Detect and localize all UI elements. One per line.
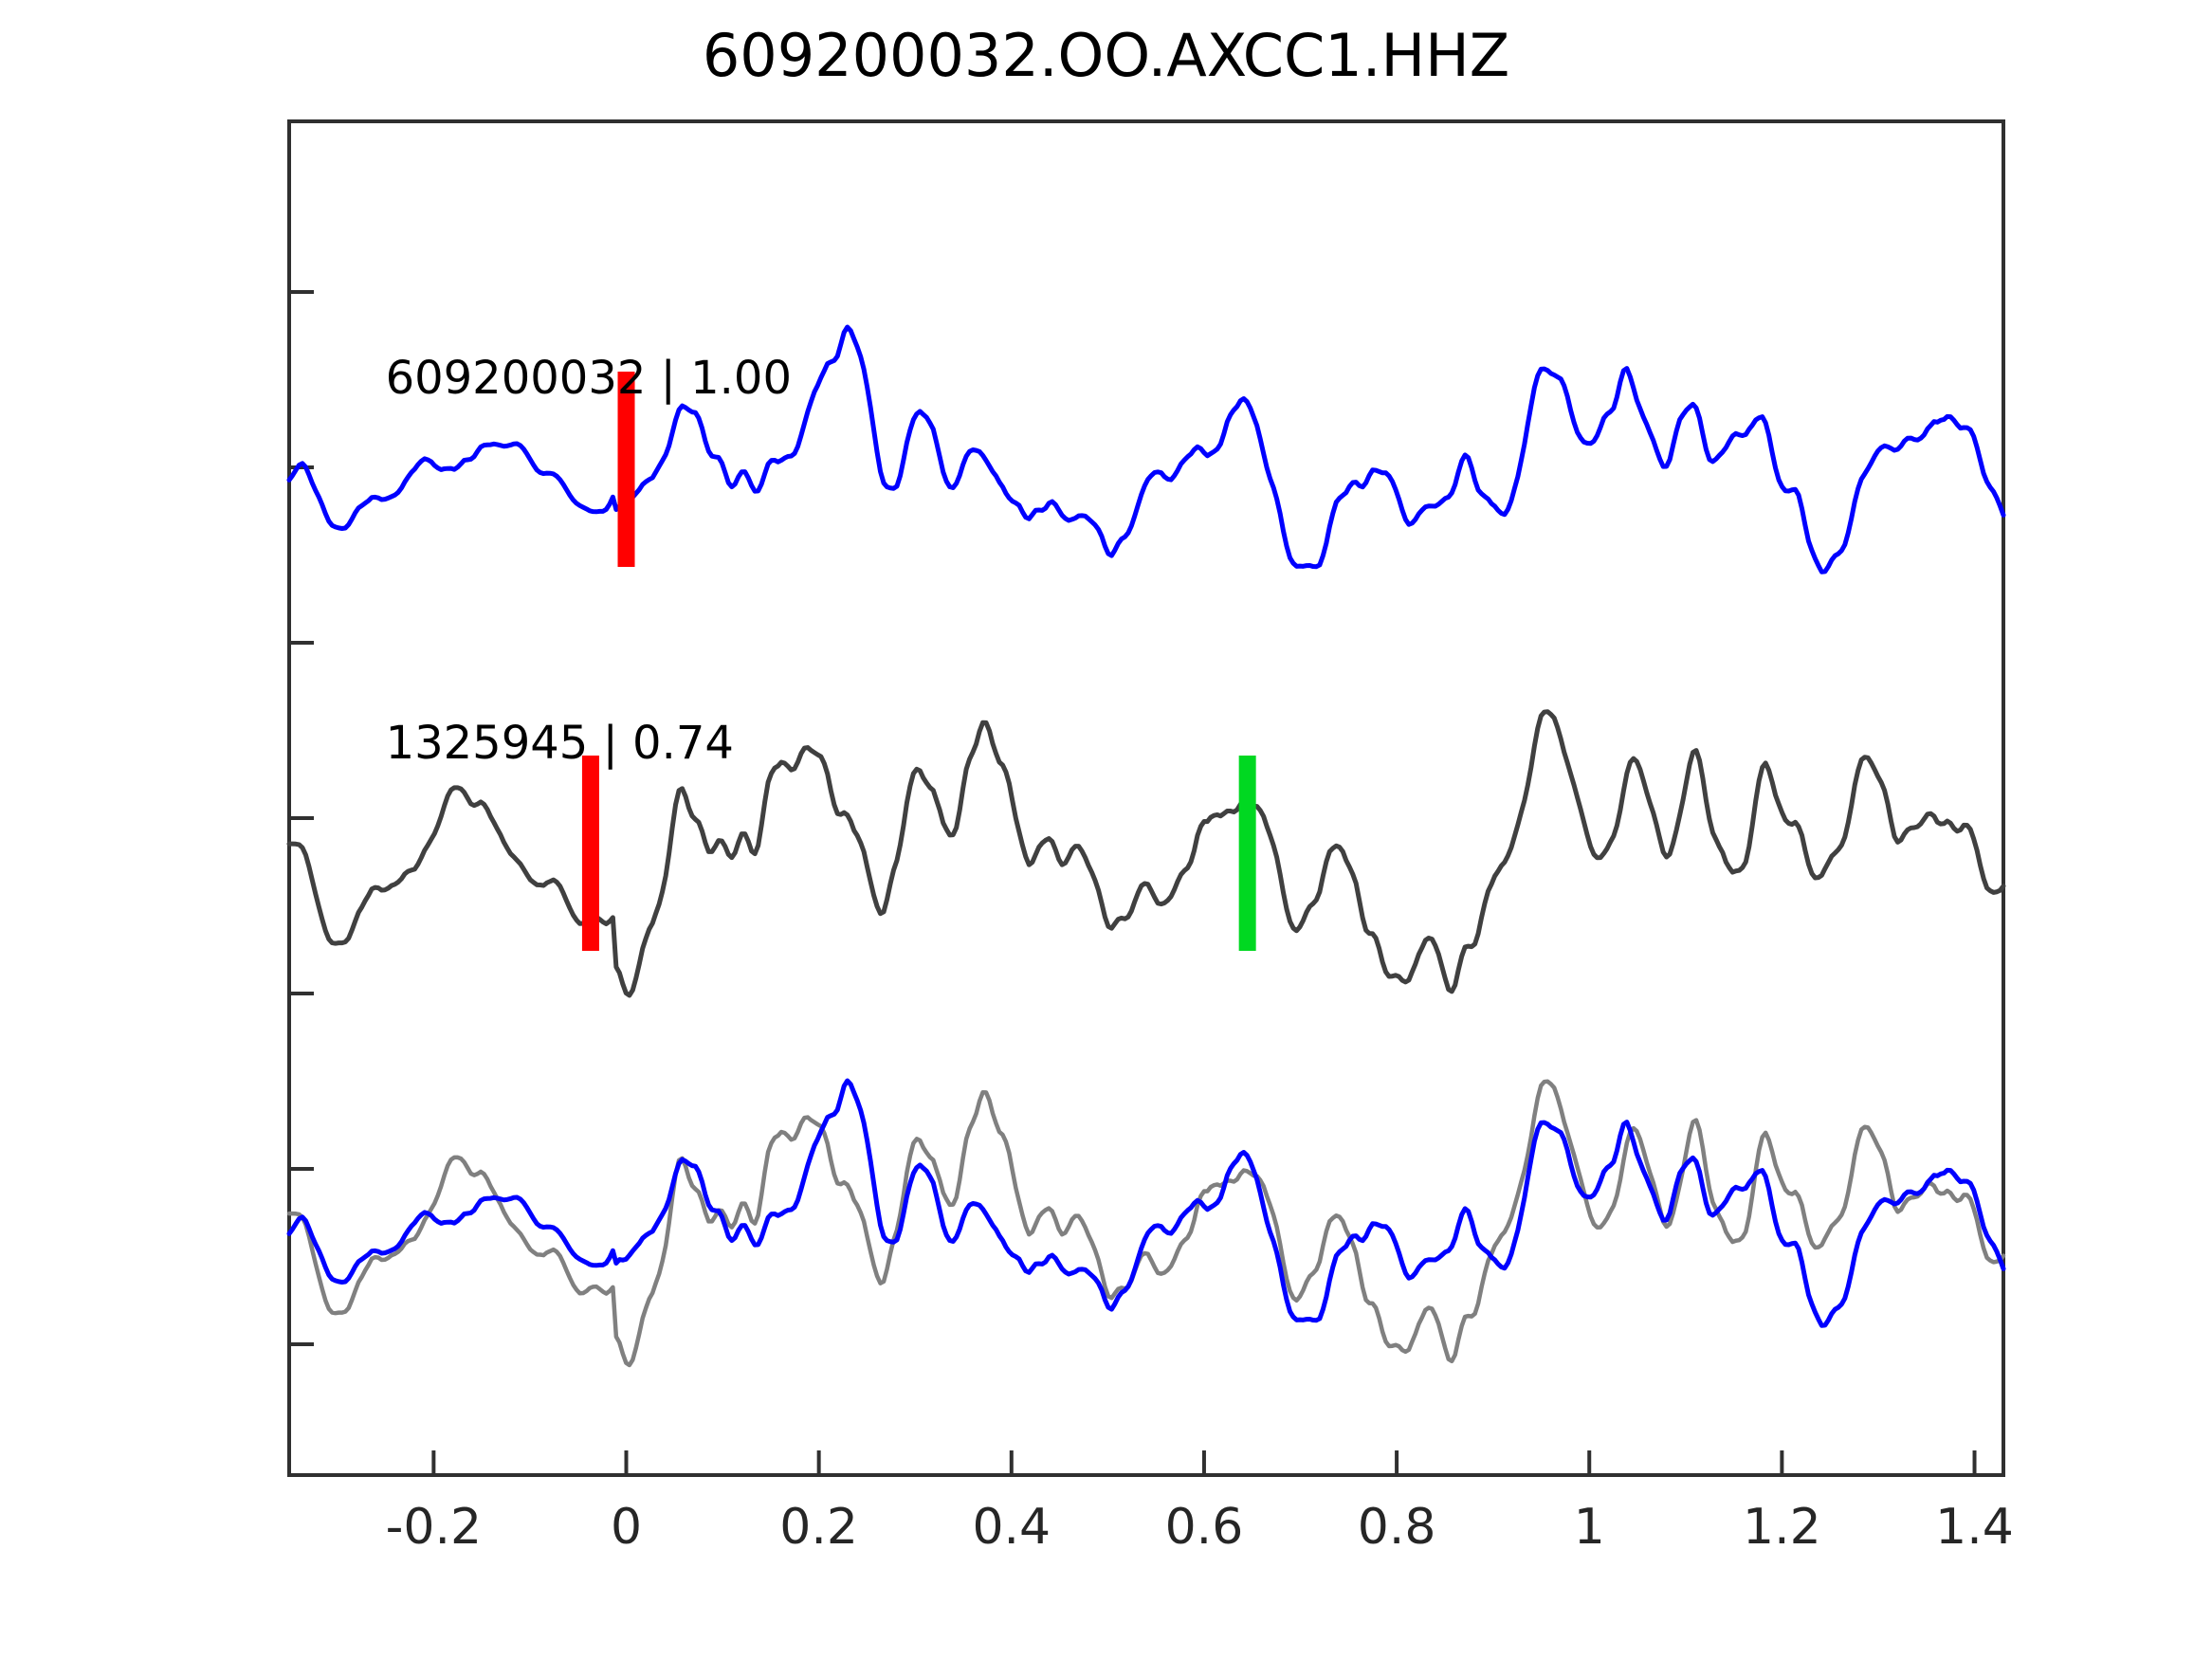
- trace-overlay-detection: [286, 1079, 2006, 1368]
- template-p-pick: [617, 372, 635, 567]
- x-tick-label-6: 1: [1574, 1499, 1605, 1556]
- trace-overlay-template: [286, 1078, 2006, 1328]
- x-tick-label-2: 0.2: [779, 1499, 858, 1556]
- x-tick-label-4: 0.6: [1165, 1499, 1244, 1556]
- x-axis-tick-labels: -0.2 0 0.2 0.4 0.6 0.8 1 1.2 1.4: [386, 1499, 2014, 1556]
- detection-label: 1325945 | 0.74: [386, 717, 734, 770]
- x-tick-label-7: 1.2: [1743, 1499, 1821, 1556]
- x-tick-label-8: 1.4: [1935, 1499, 2014, 1556]
- trace-annotations: 609200032 | 1.00 1325945 | 0.74: [386, 352, 792, 770]
- waveform-traces: [286, 324, 2006, 1368]
- detection-s-pick: [1238, 756, 1256, 951]
- template-label: 609200032 | 1.00: [386, 352, 792, 405]
- trace-template: [286, 324, 2006, 574]
- x-tick-label-3: 0.4: [972, 1499, 1051, 1556]
- detection-p-pick: [581, 756, 599, 951]
- trace-detection: [286, 709, 2006, 998]
- x-tick-label-1: 0: [611, 1499, 642, 1556]
- x-axis-ticks: [431, 1450, 1977, 1475]
- phase-pick-markers: [581, 372, 1256, 951]
- plot-frame: [287, 119, 2005, 1477]
- page-title: 609200032.OO.AXCC1.HHZ: [702, 21, 1510, 90]
- x-tick-label-0: -0.2: [386, 1499, 482, 1556]
- y-axis-ticks: [289, 290, 314, 1346]
- x-tick-label-5: 0.8: [1358, 1499, 1436, 1556]
